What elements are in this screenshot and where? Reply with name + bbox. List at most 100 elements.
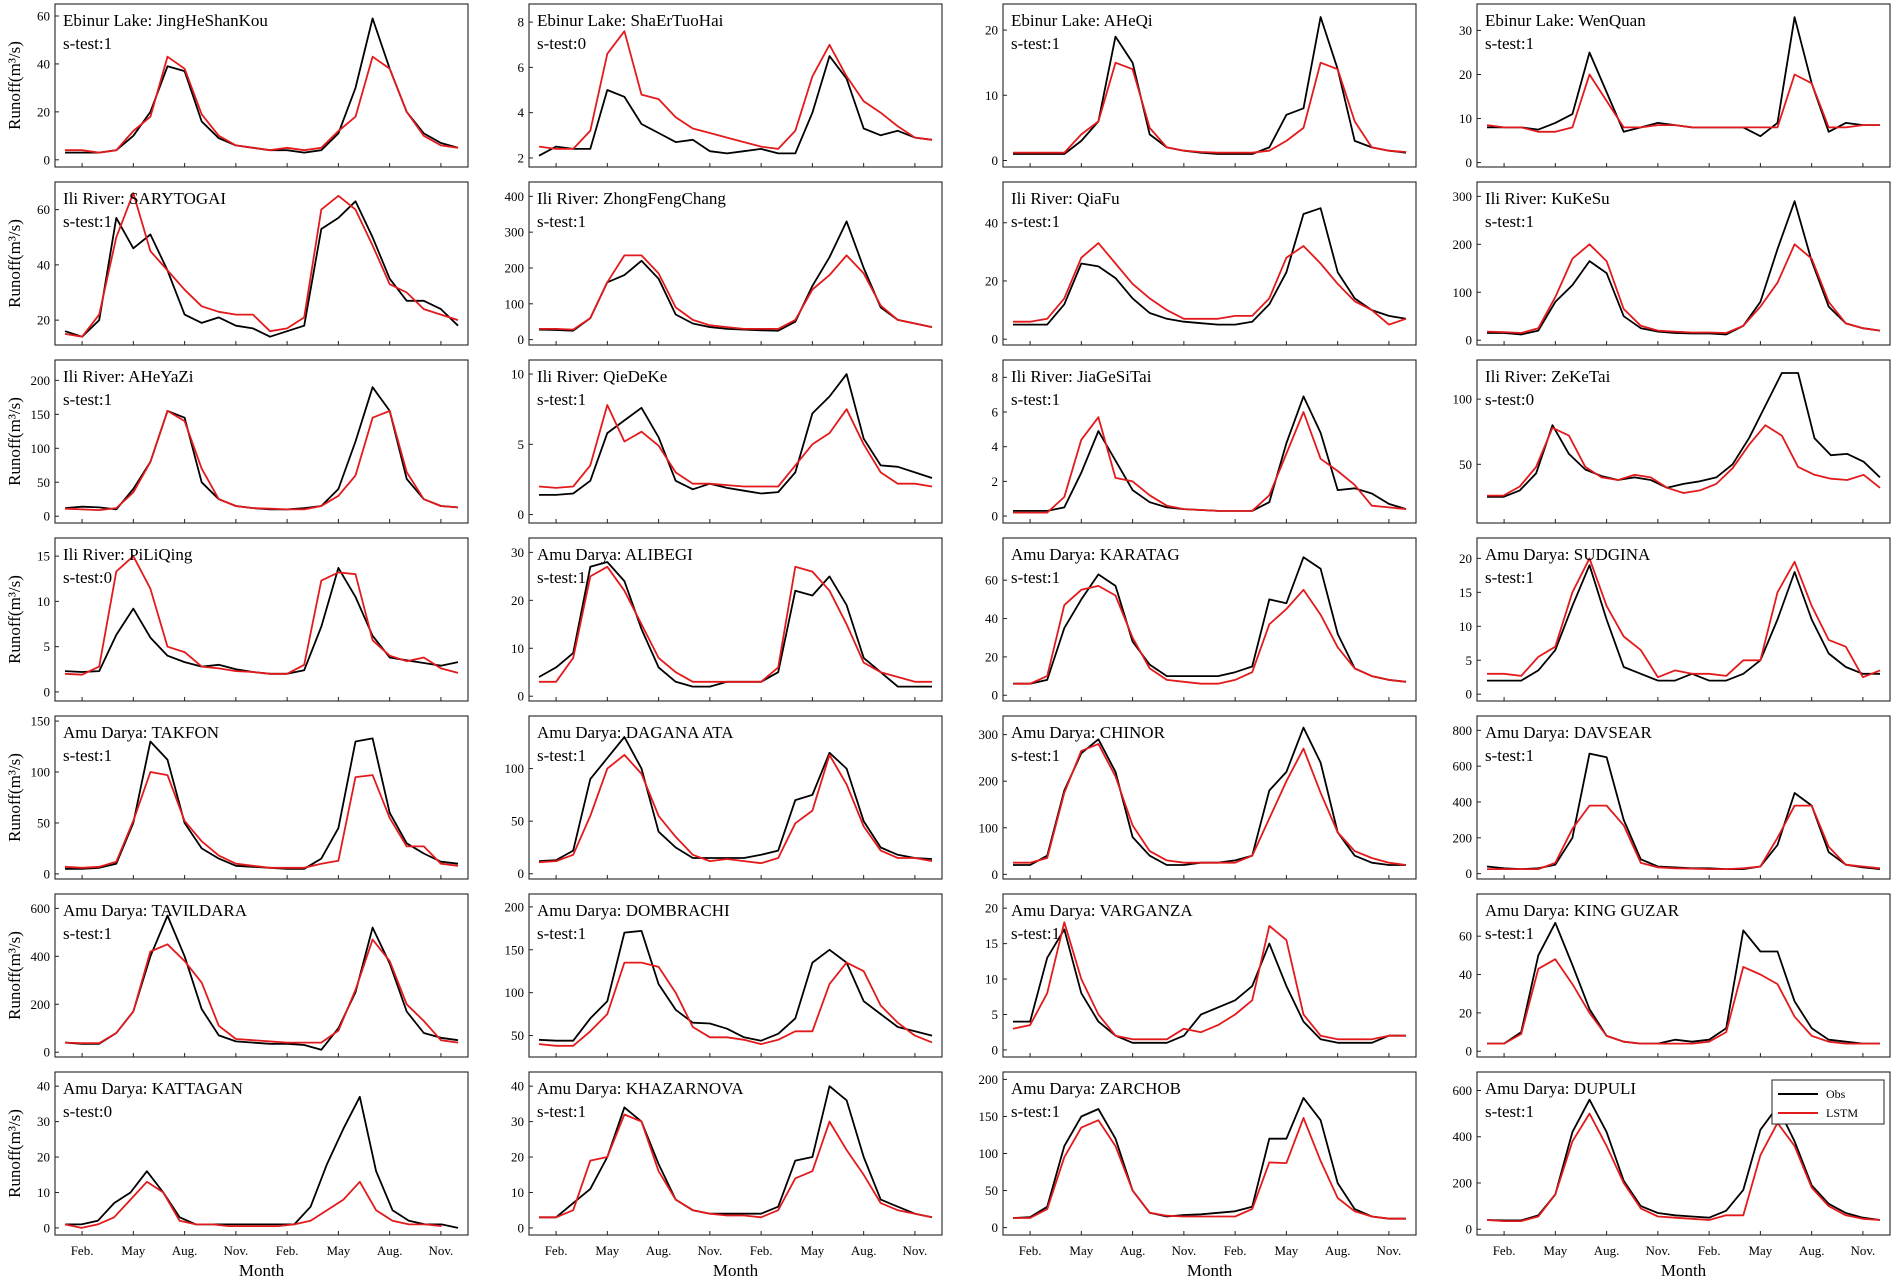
y-tick-label: 0: [992, 153, 999, 168]
obs-line: [538, 930, 933, 1042]
y-tick-label: 0: [1466, 866, 1473, 881]
y-tick-label: 0: [518, 332, 525, 347]
y-tick-label: 0: [1466, 333, 1473, 348]
x-tick-label: Aug.: [1799, 1243, 1825, 1258]
x-tick-label: May: [800, 1243, 824, 1258]
y-tick-label: 0: [518, 507, 525, 522]
x-tick-label: Feb.: [545, 1243, 568, 1258]
x-tick-label: Aug.: [646, 1243, 672, 1258]
y-tick-label: 40: [37, 1079, 50, 1094]
panel-title: Ebinur Lake: WenQuan: [1485, 11, 1646, 30]
s-test-label: s-test:1: [1485, 568, 1534, 587]
y-tick-label: 300: [505, 225, 525, 240]
x-tick-label: May: [1748, 1243, 1772, 1258]
x-tick-label: Nov.: [223, 1243, 248, 1258]
y-tick-label: 20: [511, 1150, 524, 1165]
lstm-line: [1013, 1117, 1406, 1220]
s-test-label: s-test:1: [537, 390, 586, 409]
s-test-label: s-test:1: [1011, 212, 1060, 231]
x-tick-label: May: [326, 1243, 350, 1258]
y-tick-label: 300: [979, 727, 999, 742]
y-tick-label: 40: [1459, 967, 1472, 982]
s-test-label: s-test:1: [1011, 568, 1060, 587]
y-tick-label: 50: [511, 814, 524, 829]
panel-frame: [54, 893, 469, 1058]
panel-frame: [528, 181, 943, 346]
s-test-label: s-test:1: [1485, 1102, 1534, 1121]
panel-frame: [1002, 3, 1417, 168]
panel-frame: [528, 1071, 943, 1236]
obs-line: [1013, 726, 1406, 866]
y-tick-label: 0: [1466, 687, 1473, 702]
panel-frame: [54, 715, 469, 880]
obs-line: [1486, 752, 1881, 870]
panel-frame: [54, 359, 469, 524]
y-tick-label: 40: [37, 257, 50, 272]
panel-title: Ili River: ZeKeTai: [1485, 367, 1611, 386]
x-tick-label: Feb.: [1698, 1243, 1721, 1258]
y-tick-label: 0: [44, 509, 51, 524]
obs-line: [1012, 1097, 1406, 1220]
y-tick-label: 20: [985, 273, 998, 288]
y-tick-label: 0: [44, 866, 51, 881]
s-test-label: s-test:1: [63, 924, 112, 943]
x-tick-label: Aug.: [172, 1243, 198, 1258]
y-tick-label: 40: [511, 1079, 524, 1094]
lstm-line: [65, 55, 459, 154]
y-tick-label: 40: [985, 611, 998, 626]
s-test-label: s-test:1: [63, 212, 112, 231]
panel-frame: [54, 3, 469, 168]
y-tick-label: 400: [1453, 1129, 1473, 1144]
lstm-line: [539, 254, 933, 331]
y-tick-label: 10: [985, 972, 998, 987]
lstm-line: [1487, 557, 1881, 679]
y-tick-label: 10: [511, 367, 524, 382]
s-test-label: s-test:1: [537, 924, 586, 943]
panel-title: Ebinur Lake: JingHeShanKou: [63, 11, 268, 30]
panel-frame: [54, 1071, 469, 1236]
panel-title: Amu Darya: TAVILDARA: [63, 901, 248, 920]
y-tick-label: 30: [1459, 23, 1472, 38]
y-tick-label: 20: [985, 901, 998, 916]
y-tick-label: 600: [1453, 759, 1473, 774]
y-tick-label: 10: [511, 641, 524, 656]
y-tick-label: 5: [1466, 653, 1473, 668]
y-tick-label: 0: [518, 1220, 525, 1235]
x-axis-label: Month: [1187, 1261, 1233, 1280]
lstm-line: [538, 961, 933, 1047]
y-tick-label: 15: [985, 936, 998, 951]
x-tick-label: Nov.: [1645, 1243, 1670, 1258]
y-tick-label: 200: [31, 997, 51, 1012]
y-tick-label: 30: [511, 545, 524, 560]
y-tick-label: 2: [992, 474, 999, 489]
s-test-label: s-test:1: [537, 746, 586, 765]
x-tick-label: Aug.: [1594, 1243, 1620, 1258]
panel-frame: [1476, 537, 1891, 702]
lstm-line: [1487, 958, 1880, 1045]
y-tick-label: 100: [1453, 392, 1473, 407]
y-tick-label: 100: [979, 1146, 999, 1161]
y-tick-label: 100: [31, 765, 51, 780]
y-tick-label: 20: [1459, 67, 1472, 82]
panel-frame: [1476, 359, 1891, 524]
y-tick-label: 20: [985, 649, 998, 664]
panel-frame: [528, 537, 943, 702]
x-tick-label: May: [595, 1243, 619, 1258]
y-tick-label: 600: [31, 901, 51, 916]
panel-title: Amu Darya: ALIBEGI: [537, 545, 693, 564]
y-tick-label: 0: [44, 152, 51, 167]
obs-line: [64, 386, 459, 511]
panel-title: Ili River: QieDeKe: [537, 367, 667, 386]
panel-frame: [528, 359, 943, 524]
y-tick-label: 150: [31, 407, 51, 422]
y-tick-label: 150: [505, 942, 525, 957]
panel-frame: [1476, 181, 1891, 346]
s-test-label: s-test:1: [63, 34, 112, 53]
s-test-label: s-test:1: [1011, 390, 1060, 409]
x-tick-label: Nov.: [1851, 1243, 1876, 1258]
y-tick-label: 100: [979, 820, 999, 835]
y-tick-label: 60: [37, 202, 50, 217]
y-tick-label: 8: [992, 370, 999, 385]
y-tick-label: 50: [511, 1028, 524, 1043]
y-tick-label: 200: [1453, 830, 1473, 845]
